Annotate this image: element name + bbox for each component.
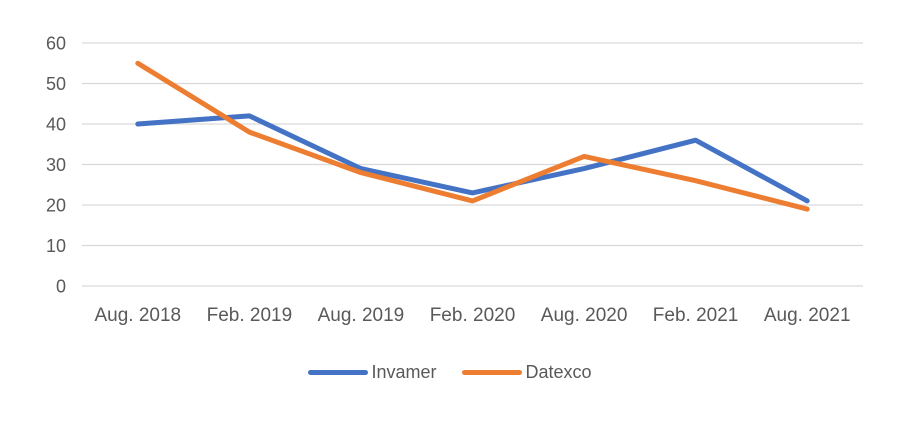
legend-item-datexco: Datexco — [462, 361, 592, 383]
invamer-line-swatch — [308, 369, 369, 375]
y-tick-label-50: 50 — [46, 74, 66, 94]
legend: Invamer Datexco — [0, 361, 900, 383]
y-tick-label-30: 30 — [46, 155, 66, 175]
x-tick-label-3: Feb. 2020 — [430, 305, 516, 326]
legend-label-datexco: Datexco — [525, 362, 592, 382]
y-tick-label-60: 60 — [46, 34, 66, 54]
x-tick-label-4: Aug. 2020 — [541, 305, 628, 326]
y-tick-label-20: 20 — [46, 196, 66, 216]
x-axis-tick-labels: Aug. 2018 Feb. 2019 Aug. 2019 Feb. 2020 Aug.… — [94, 305, 850, 326]
y-axis-tick-labels: 0 10 20 30 40 50 60 — [46, 34, 66, 297]
x-tick-label-2: Aug. 2019 — [318, 305, 405, 326]
y-tick-label-10: 10 — [46, 236, 66, 256]
x-tick-label-5: Feb. 2021 — [653, 305, 739, 326]
y-tick-label-0: 0 — [56, 277, 66, 297]
series-lines — [135, 60, 810, 212]
x-tick-label-0: Aug. 2018 — [94, 305, 181, 326]
datexco-line-swatch — [462, 369, 523, 375]
x-tick-label-6: Aug. 2021 — [764, 305, 851, 326]
y-tick-label-40: 40 — [46, 115, 66, 135]
series-line-datexco — [135, 60, 810, 212]
series-line-invamer — [135, 113, 810, 204]
gridlines — [82, 42, 863, 287]
legend-item-invamer: Invamer — [308, 361, 436, 383]
x-tick-label-1: Feb. 2019 — [207, 305, 293, 326]
legend-label-invamer: Invamer — [371, 362, 437, 382]
